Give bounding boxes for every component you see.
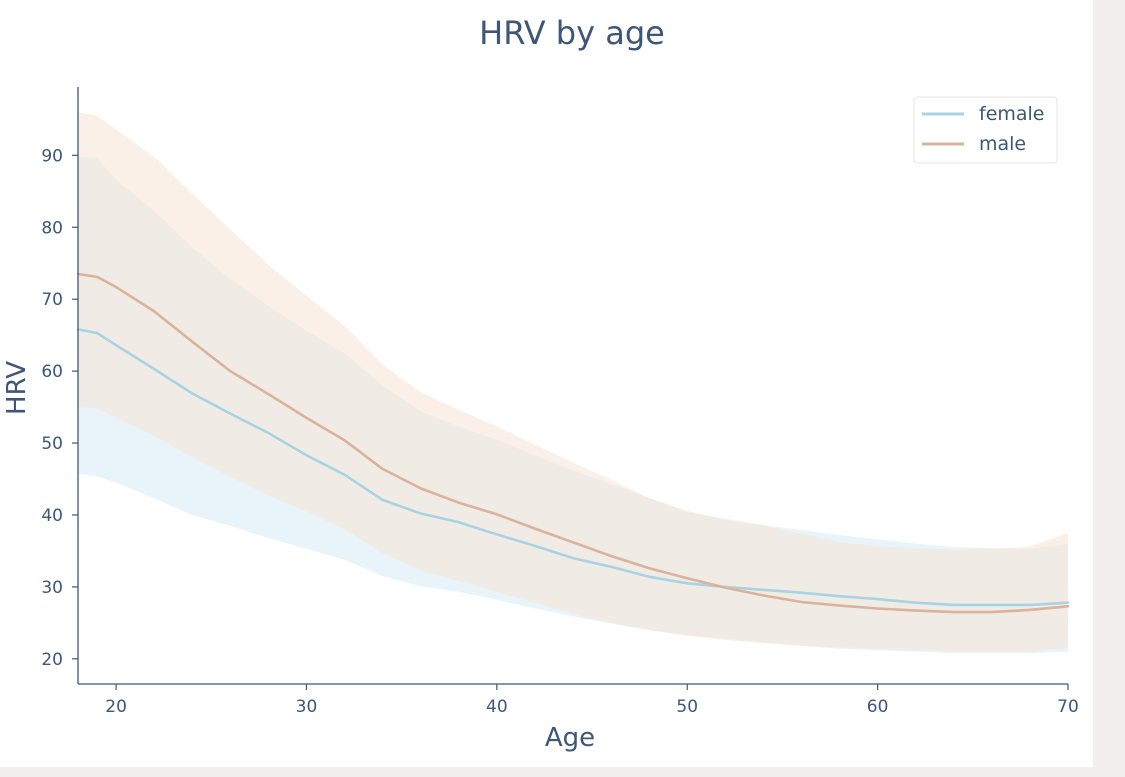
legend-label-male: male: [979, 133, 1026, 155]
x-tick-label: 40: [486, 697, 508, 717]
x-ticks: 20 30 40 50 60 70: [105, 684, 1079, 717]
x-tick-label: 60: [867, 697, 889, 717]
x-tick-label: 70: [1057, 697, 1079, 717]
confidence-bands: [78, 112, 1068, 654]
chart-panel: HRV by age 20 30 40 50 60 70 20 30 40 50 60 70 80 90…: [0, 0, 1093, 767]
x-tick-label: 30: [296, 697, 318, 717]
legend-label-female: female: [979, 103, 1045, 125]
chart-title: HRV by age: [479, 14, 665, 52]
hrv-chart: HRV by age 20 30 40 50 60 70 20 30 40 50 60 70 80 90…: [2, 14, 1079, 753]
y-tick-label: 30: [41, 578, 63, 598]
legend: female male: [913, 96, 1058, 164]
male-line: [76, 272, 1070, 614]
y-tick-label: 90: [41, 146, 63, 166]
x-tick-label: 20: [105, 697, 127, 717]
y-ticks: 20 30 40 50 60 70 80 90: [41, 146, 78, 670]
series-lines: [76, 272, 1070, 614]
y-tick-label: 20: [41, 650, 63, 670]
y-tick-label: 60: [41, 362, 63, 382]
y-axis-label: HRV: [2, 361, 32, 415]
female-line: [76, 328, 1070, 607]
x-axis-label: Age: [545, 723, 595, 753]
axes: [77, 87, 1068, 685]
y-tick-label: 40: [41, 506, 63, 526]
male-confidence-band: [78, 112, 1068, 652]
y-tick-label: 50: [41, 434, 63, 454]
x-tick-label: 50: [676, 697, 698, 717]
female-confidence-band: [78, 156, 1068, 654]
y-tick-label: 70: [41, 290, 63, 310]
y-tick-label: 80: [41, 218, 63, 238]
